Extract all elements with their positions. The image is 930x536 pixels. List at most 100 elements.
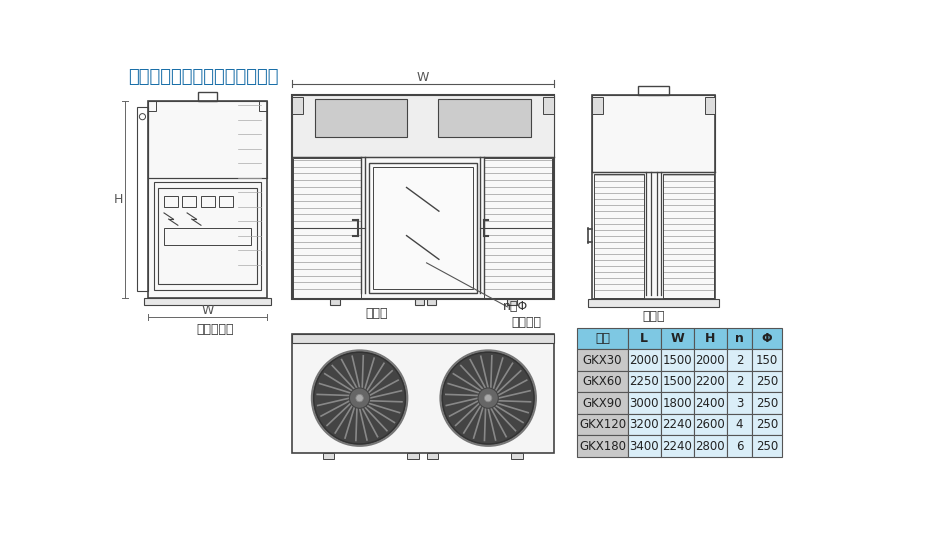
Bar — [628, 392, 660, 414]
Circle shape — [176, 291, 181, 297]
Bar — [660, 435, 694, 457]
Bar — [154, 182, 261, 290]
Bar — [292, 334, 553, 453]
Bar — [427, 453, 438, 459]
Bar — [512, 453, 523, 459]
Bar — [752, 392, 781, 414]
Bar — [663, 174, 714, 297]
Circle shape — [358, 158, 365, 163]
Bar — [164, 228, 251, 245]
Text: H: H — [705, 332, 715, 345]
Bar — [508, 299, 517, 306]
Circle shape — [401, 226, 445, 269]
Bar — [694, 414, 727, 435]
Bar — [752, 349, 781, 371]
Bar — [148, 101, 155, 110]
Bar — [292, 96, 302, 114]
Text: 3200: 3200 — [630, 418, 659, 431]
Bar — [578, 371, 628, 392]
Bar — [638, 86, 669, 95]
Text: 2400: 2400 — [696, 397, 725, 410]
Bar — [182, 196, 196, 207]
Circle shape — [418, 242, 428, 253]
Bar — [727, 392, 752, 414]
Bar — [628, 349, 660, 371]
Bar — [158, 188, 258, 284]
Text: 2600: 2600 — [696, 418, 725, 431]
Bar — [628, 414, 660, 435]
Circle shape — [651, 226, 657, 233]
Text: 1500: 1500 — [662, 354, 692, 367]
Circle shape — [478, 388, 498, 408]
Bar — [144, 297, 271, 306]
Bar — [589, 299, 719, 307]
Bar — [694, 371, 727, 392]
Bar — [705, 96, 715, 114]
Text: 电器检修面: 电器检修面 — [196, 323, 234, 337]
Circle shape — [477, 287, 484, 293]
Bar — [148, 101, 267, 297]
Text: GKX120: GKX120 — [579, 418, 626, 431]
Text: 150: 150 — [756, 354, 778, 367]
Circle shape — [418, 194, 428, 205]
Bar — [373, 167, 472, 289]
Text: 250: 250 — [756, 375, 778, 388]
Bar — [369, 163, 476, 293]
Bar — [727, 349, 752, 371]
Circle shape — [401, 178, 445, 221]
Text: 3400: 3400 — [630, 440, 659, 453]
Bar — [148, 101, 267, 178]
Circle shape — [350, 388, 370, 408]
Bar — [292, 95, 553, 157]
Bar — [259, 101, 267, 110]
Text: 增强型移动冷风机岗位机外形图: 增强型移动冷风机岗位机外形图 — [127, 68, 278, 86]
Bar — [323, 453, 334, 459]
Bar — [593, 174, 644, 297]
Bar — [752, 327, 781, 349]
Text: 250: 250 — [756, 397, 778, 410]
Bar — [330, 299, 339, 306]
Bar — [578, 435, 628, 457]
Text: GKX30: GKX30 — [583, 354, 622, 367]
Text: Φ: Φ — [762, 332, 772, 345]
Text: 名称: 名称 — [595, 332, 610, 345]
Text: n: n — [735, 332, 744, 345]
Text: L: L — [640, 332, 648, 345]
Text: GKX90: GKX90 — [583, 397, 622, 410]
Bar — [293, 158, 361, 297]
Text: 2240: 2240 — [662, 418, 692, 431]
Bar — [592, 95, 715, 299]
Text: 2: 2 — [736, 354, 743, 367]
Bar — [578, 349, 628, 371]
Bar — [592, 96, 603, 114]
Bar — [415, 299, 424, 306]
Text: 出风面: 出风面 — [365, 307, 388, 319]
Bar — [578, 392, 628, 414]
Bar — [578, 327, 628, 349]
Circle shape — [356, 394, 364, 402]
Text: 6: 6 — [736, 440, 743, 453]
Text: 2000: 2000 — [630, 354, 659, 367]
Bar — [694, 349, 727, 371]
Circle shape — [313, 352, 405, 444]
Bar — [164, 196, 178, 207]
Bar — [660, 349, 694, 371]
Text: W: W — [201, 304, 214, 317]
Bar — [694, 327, 727, 349]
Bar — [628, 435, 660, 457]
Bar — [660, 414, 694, 435]
Bar — [752, 371, 781, 392]
Circle shape — [643, 294, 649, 300]
Text: 2200: 2200 — [696, 375, 725, 388]
Bar — [660, 392, 694, 414]
Circle shape — [359, 116, 364, 121]
Bar — [315, 99, 407, 137]
Circle shape — [233, 291, 239, 297]
Bar — [628, 371, 660, 392]
Bar — [727, 435, 752, 457]
Bar — [752, 414, 781, 435]
Bar — [752, 435, 781, 457]
Bar — [727, 414, 752, 435]
Text: 2240: 2240 — [662, 440, 692, 453]
Text: 2000: 2000 — [696, 354, 725, 367]
